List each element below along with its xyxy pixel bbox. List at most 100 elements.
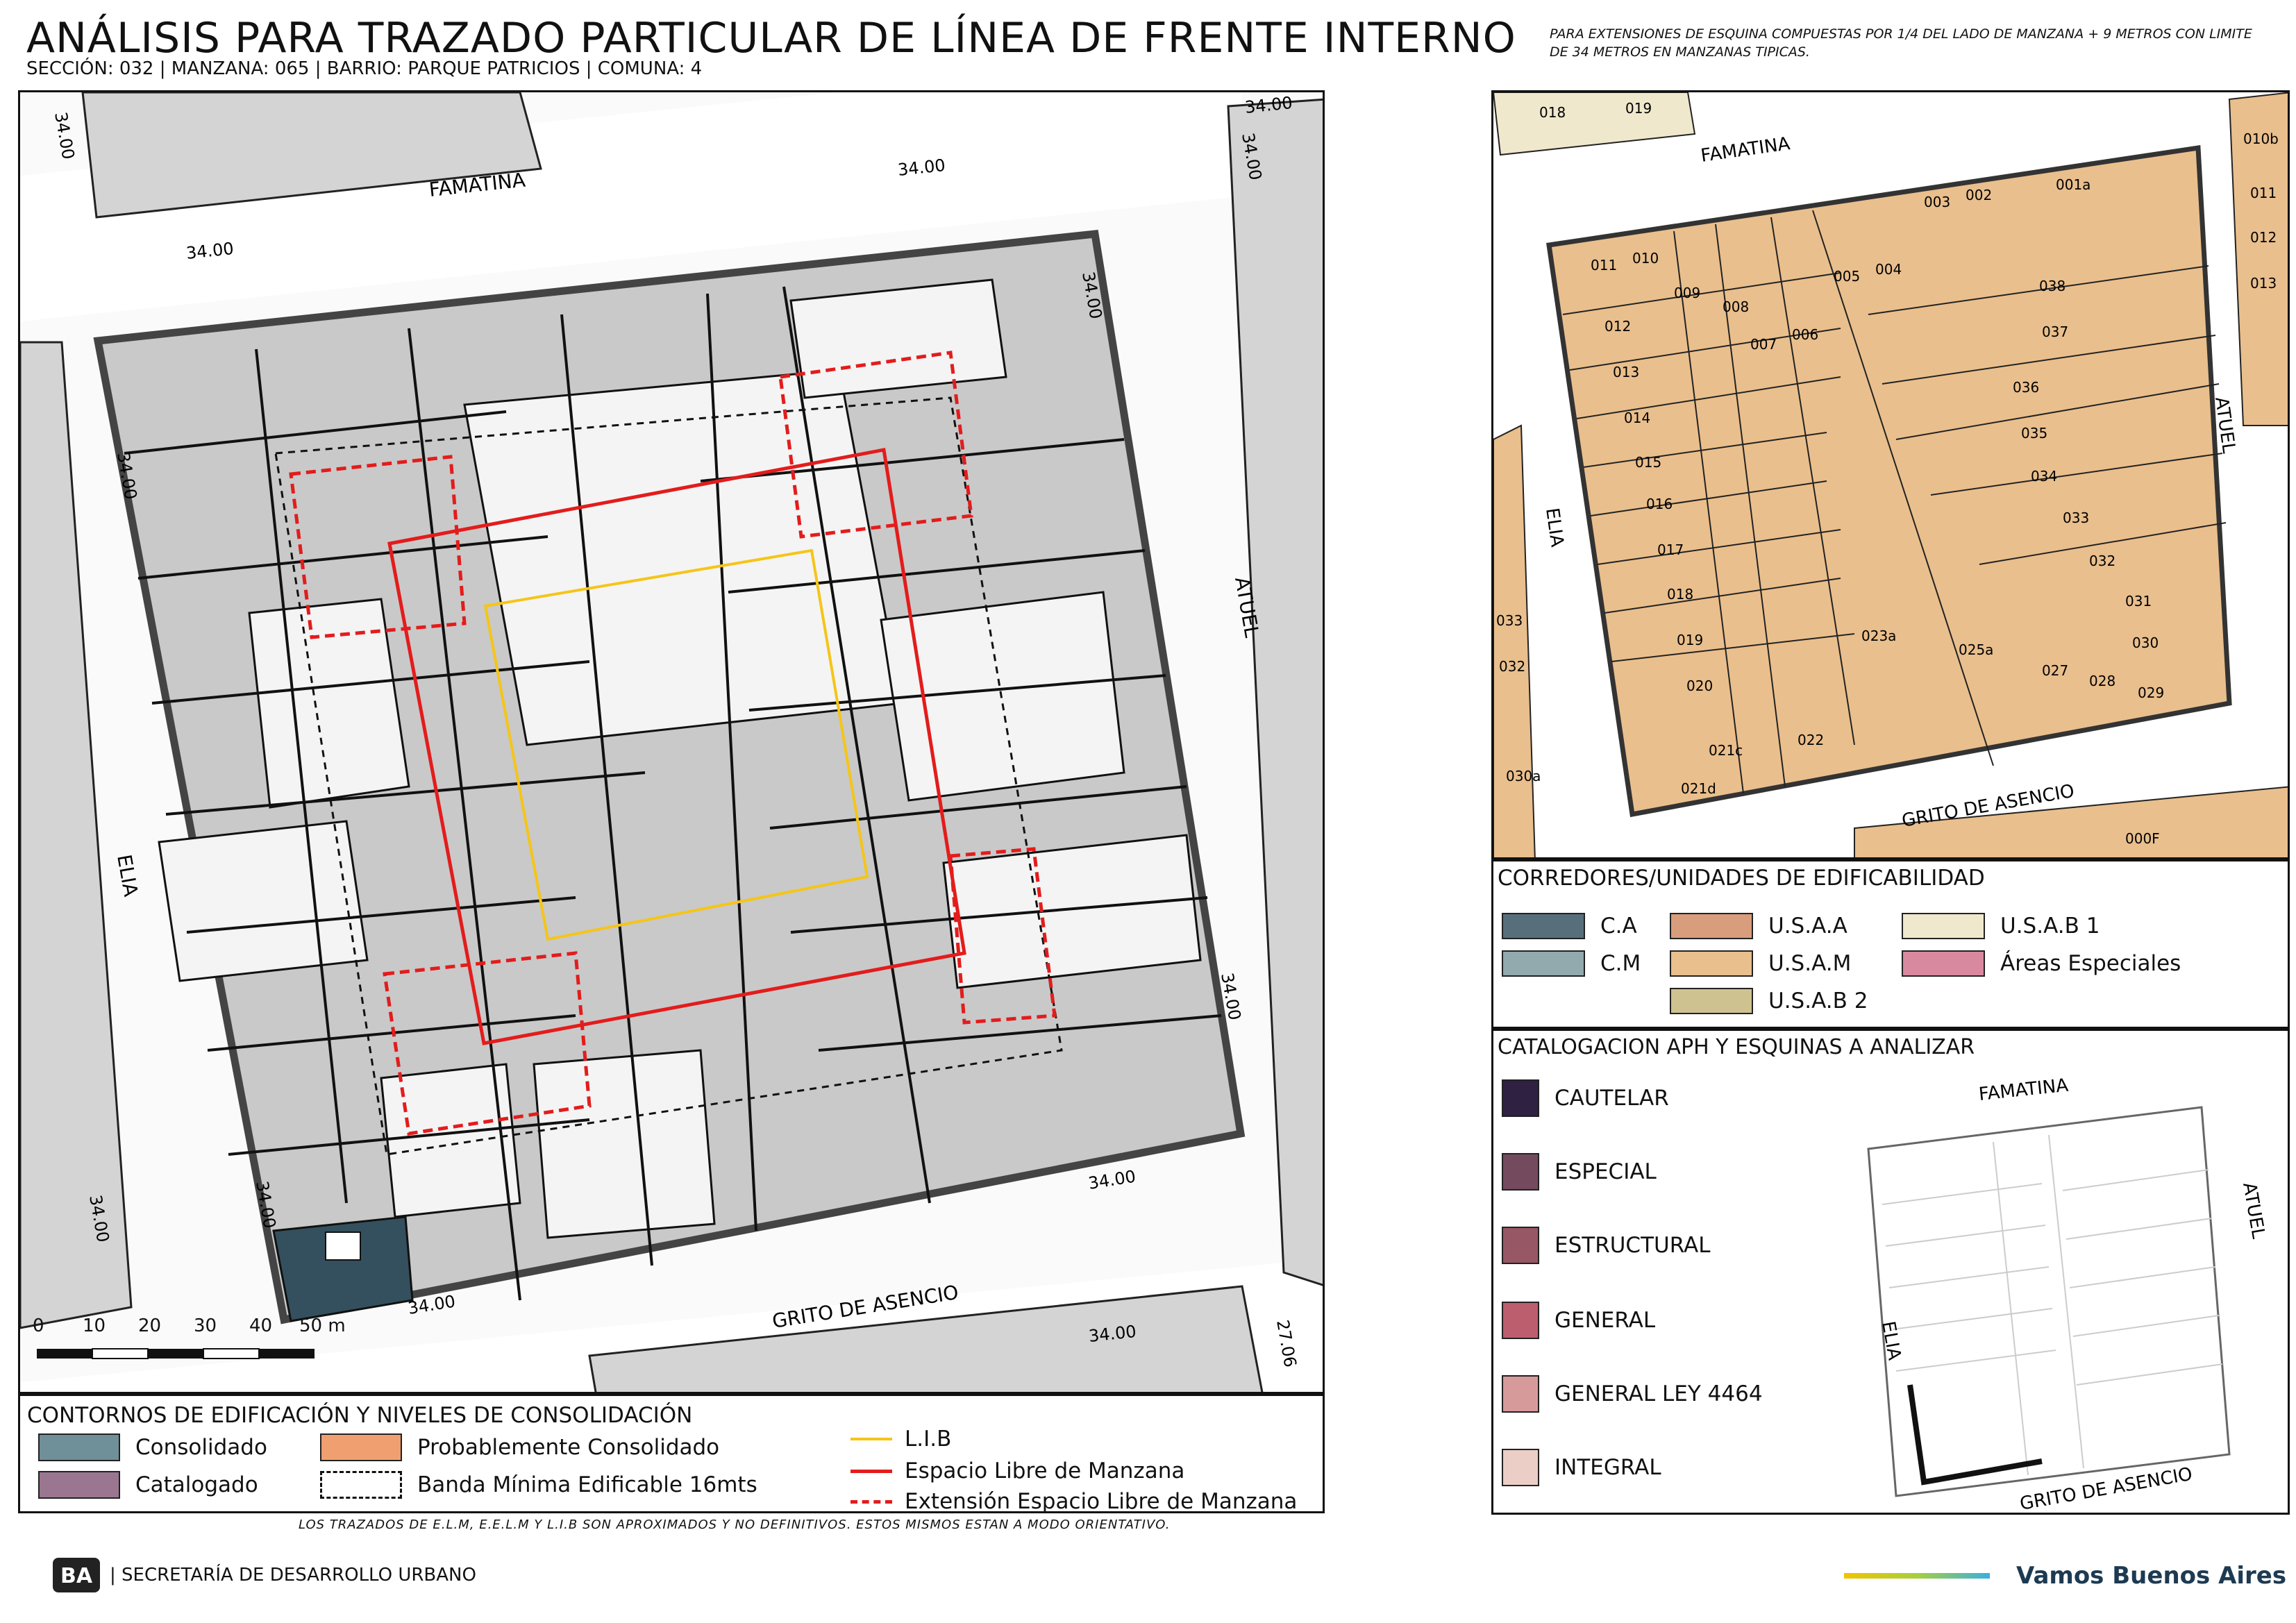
catalogado-swatch — [38, 1471, 120, 1499]
legend-item: Probablemente Consolidado — [320, 1433, 719, 1461]
legend-item: C.A — [1502, 913, 1637, 939]
legend-label: Áreas Especiales — [2000, 951, 2181, 976]
legend-item: C.M — [1502, 950, 1641, 977]
legend-label: U.S.A.M — [1768, 951, 1852, 976]
legend-item: ESTRUCTURAL — [1502, 1227, 1710, 1264]
parcel-label: 008 — [1723, 298, 1749, 315]
legend-item: GENERAL — [1502, 1302, 1655, 1339]
legend-label: Espacio Libre de Manzana — [905, 1458, 1185, 1483]
disclaimer: LOS TRAZADOS DE E.L.M, E.E.L.M Y L.I.B S… — [299, 1517, 1171, 1532]
legend-label: L.I.B — [905, 1427, 952, 1452]
legend-label: INTEGRAL — [1555, 1455, 1661, 1480]
parcel-label: 001a — [2056, 176, 2090, 193]
parcel-labels: 001a 002 003 004 005 006 007 008 009 010… — [1496, 100, 2279, 847]
neighbor-label: 011 — [2250, 185, 2277, 201]
scale-label: 0 — [33, 1315, 44, 1336]
catalogacion-legend: CATALOGACION APH Y ESQUINAS A ANALIZAR C… — [1491, 1029, 2290, 1515]
legend-label: U.S.A.B 1 — [2000, 914, 2100, 939]
integral-swatch — [1502, 1449, 1539, 1486]
open-areas — [158, 278, 1202, 1239]
legend-label: Probablemente Consolidado — [417, 1435, 720, 1460]
usaa-swatch — [1670, 913, 1753, 939]
parcel-label: 034 — [2031, 468, 2057, 485]
brand-label: Vamos Buenos Aires — [2016, 1562, 2287, 1590]
parcel-label: 015 — [1635, 454, 1661, 471]
legend-title: CONTORNOS DE EDIFICACIÓN Y NIVELES DE CO… — [27, 1403, 693, 1428]
extension-note: PARA EXTENSIONES DE ESQUINA COMPUESTAS P… — [1550, 26, 2252, 60]
neighbor-label: 032 — [1499, 658, 1525, 675]
espacio-libre-manzana — [387, 448, 966, 1045]
legend-label: ESTRUCTURAL — [1555, 1233, 1711, 1258]
corredores-title: CORREDORES/UNIDADES DE EDIFICABILIDAD — [1498, 866, 1985, 891]
footer-department: BA | SECRETARÍA DE DESARROLLO URBANO — [53, 1558, 476, 1592]
page-title: ANÁLISIS PARA TRAZADO PARTICULAR DE LÍNE… — [26, 14, 1516, 62]
parcel-label: 030 — [2132, 634, 2159, 651]
mini-street-top: FAMATINA — [1978, 1075, 2070, 1105]
parcel-label: 027 — [2042, 662, 2068, 679]
usab1-swatch — [1902, 913, 1985, 939]
legend-item: ESPECIAL — [1502, 1153, 1657, 1191]
probablemente-consolidado-swatch — [320, 1433, 402, 1461]
legend-item: Áreas Especiales — [1902, 950, 2181, 977]
block-outline — [93, 229, 1246, 1325]
parcel-lines — [124, 286, 1222, 1301]
legend-label: Banda Mínima Edificable 16mts — [417, 1472, 757, 1497]
legend-label: GENERAL LEY 4464 — [1555, 1381, 1763, 1406]
cm-swatch — [1502, 950, 1585, 977]
main-map: FAMATINA ELIA ATUEL GRITO DE ASENCIO 34.… — [20, 92, 1323, 1392]
parcel-map: 001a 002 003 004 005 006 007 008 009 010… — [1493, 92, 2288, 857]
general-ley-swatch — [1502, 1375, 1539, 1413]
parcel-label: 018 — [1667, 586, 1693, 603]
extension-espacio-libre-swatch — [850, 1499, 892, 1504]
parcel-label: 005 — [1834, 268, 1860, 285]
parcel-label: 037 — [2042, 323, 2068, 340]
parcel-label: 007 — [1750, 336, 1777, 353]
parcel-label: 033 — [2063, 510, 2089, 526]
legend-label: U.S.A.A — [1768, 914, 1847, 939]
parcel-label: 036 — [2013, 379, 2039, 396]
scale-label: 10 — [83, 1315, 106, 1336]
main-map-panel: FAMATINA ELIA ATUEL GRITO DE ASENCIO 34.… — [18, 90, 1325, 1394]
footer-brand: Vamos Buenos Aires — [1844, 1562, 2286, 1590]
parcel-label: 032 — [2089, 553, 2115, 569]
estructural-swatch — [1502, 1227, 1539, 1264]
legend-item: L.I.B — [850, 1427, 951, 1452]
parcel-label: 038 — [2039, 278, 2065, 294]
lib-line-swatch — [850, 1438, 892, 1440]
parcel-label: 017 — [1657, 541, 1684, 558]
neighbor-label: 019 — [1625, 100, 1652, 117]
consolidation-legend: CONTORNOS DE EDIFICACIÓN Y NIVELES DE CO… — [18, 1394, 1325, 1513]
parcel-label: 029 — [2138, 684, 2164, 701]
ca-swatch — [1502, 913, 1585, 939]
corner-mini-map: FAMATINA ELIA ATUEL GRITO DE ASENCIO — [1854, 1066, 2269, 1513]
catalogacion-title: CATALOGACION APH Y ESQUINAS A ANALIZAR — [1498, 1035, 1975, 1059]
legend-item: U.S.A.A — [1670, 913, 1847, 939]
parcel-label: 014 — [1624, 410, 1650, 426]
corner-highlight — [1907, 1384, 2043, 1486]
scale-label: 20 — [138, 1315, 162, 1336]
extension-espacio-libre — [289, 351, 1057, 1136]
ba-logo: BA — [53, 1558, 100, 1592]
legend-item: GENERAL LEY 4464 — [1502, 1375, 1763, 1413]
legend-item: Extensión Espacio Libre de Manzana — [850, 1489, 1298, 1513]
parcel-label: 012 — [1604, 318, 1631, 335]
parcel-label: 019 — [1677, 632, 1703, 648]
usab2-swatch — [1670, 988, 1753, 1014]
ba-logo-text: BA — [60, 1564, 93, 1588]
parcel-label: 020 — [1686, 678, 1713, 694]
legend-item: Consolidado — [38, 1433, 267, 1461]
neighbor-label: 000F — [2125, 830, 2160, 847]
legend-label: CAUTELAR — [1555, 1086, 1669, 1111]
legend-label: Extensión Espacio Libre de Manzana — [905, 1489, 1298, 1513]
parcel-map-panel: 001a 002 003 004 005 006 007 008 009 010… — [1491, 90, 2290, 859]
neighbor-label: 033 — [1496, 612, 1523, 629]
usam-swatch — [1670, 950, 1753, 977]
neighbor-blocks — [20, 92, 1323, 1392]
parcel-label: 031 — [2125, 593, 2152, 609]
parcel-label: 003 — [1924, 194, 1950, 210]
parcel-label: 010 — [1632, 250, 1659, 267]
legend-item: Banda Mínima Edificable 16mts — [320, 1471, 757, 1499]
scale-bar — [37, 1348, 315, 1359]
banda-minima-swatch — [320, 1471, 402, 1499]
scale-label: 30 — [194, 1315, 217, 1336]
